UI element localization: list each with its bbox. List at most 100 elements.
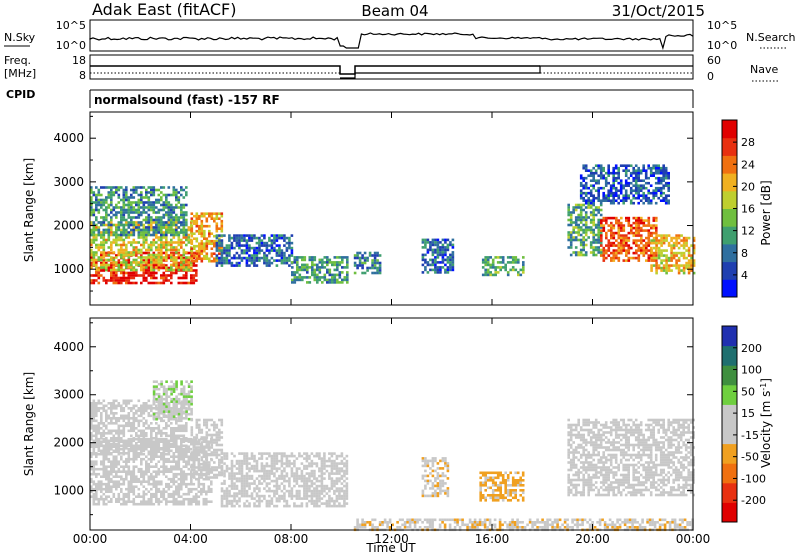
heatmap-cell bbox=[162, 203, 166, 207]
heatmap-cell bbox=[451, 246, 455, 249]
heatmap-cell bbox=[140, 407, 143, 410]
heatmap-cell bbox=[594, 246, 598, 249]
heatmap-cell bbox=[657, 166, 660, 170]
heatmap-cell bbox=[105, 208, 108, 212]
heatmap-cell bbox=[655, 224, 658, 227]
heatmap-cell bbox=[290, 251, 294, 255]
heatmap-cell bbox=[361, 271, 364, 275]
heatmap-cell bbox=[645, 229, 648, 232]
heatmap-cell bbox=[147, 208, 151, 212]
heatmap-cell bbox=[180, 495, 183, 498]
heatmap-cell bbox=[137, 407, 141, 410]
heatmap-cell bbox=[200, 242, 204, 245]
heatmap-cell bbox=[303, 256, 307, 259]
heatmap-cell bbox=[218, 438, 221, 442]
heatmap-cell bbox=[517, 258, 520, 262]
heatmap-cell bbox=[306, 268, 309, 272]
heatmap-cell bbox=[155, 221, 158, 224]
heatmap-cell bbox=[127, 490, 131, 493]
heatmap-cell bbox=[140, 442, 143, 445]
heatmap-cell bbox=[193, 436, 196, 439]
heatmap-cell bbox=[147, 248, 151, 252]
heatmap-cell bbox=[97, 500, 101, 503]
heatmap-cell bbox=[180, 228, 183, 232]
heatmap-cell bbox=[170, 281, 173, 285]
heatmap-cell bbox=[155, 246, 158, 249]
heatmap-cell bbox=[617, 226, 621, 230]
heatmap-cell bbox=[346, 271, 349, 274]
heatmap-cell bbox=[132, 439, 136, 443]
heatmap-cell bbox=[193, 476, 196, 479]
heatmap-cell bbox=[120, 243, 123, 247]
heatmap-cell bbox=[180, 449, 183, 453]
heatmap-cell bbox=[167, 256, 171, 260]
heatmap-cell bbox=[610, 241, 613, 245]
heatmap-cell bbox=[657, 249, 661, 252]
heatmap-cell bbox=[112, 274, 116, 277]
heatmap-cell bbox=[102, 422, 106, 425]
heatmap-cell bbox=[680, 239, 683, 242]
heatmap-cell bbox=[100, 206, 103, 209]
heatmap-cell bbox=[142, 203, 146, 207]
heatmap-cell bbox=[95, 409, 98, 413]
heatmap-cell bbox=[100, 417, 103, 420]
heatmap-cell bbox=[115, 470, 118, 473]
heatmap-cell bbox=[200, 476, 204, 479]
heatmap-cell bbox=[125, 462, 128, 466]
heatmap-cell bbox=[662, 196, 665, 200]
heatmap-cell bbox=[112, 434, 116, 438]
heatmap-cell bbox=[650, 226, 653, 230]
heatmap-cell bbox=[328, 261, 332, 264]
heatmap-cell bbox=[142, 417, 146, 420]
heatmap-cell bbox=[147, 206, 151, 209]
heatmap-cell bbox=[165, 266, 168, 269]
heatmap-cell bbox=[165, 437, 168, 441]
heatmap-cell bbox=[120, 424, 123, 428]
heatmap-cell bbox=[190, 410, 193, 413]
heatmap-cell bbox=[177, 490, 181, 493]
heatmap-cell bbox=[182, 213, 186, 217]
heatmap-cell bbox=[172, 241, 176, 244]
heatmap-cell bbox=[95, 452, 98, 455]
heatmap-cell bbox=[600, 234, 603, 237]
heatmap-cell bbox=[592, 246, 595, 249]
heatmap-cell bbox=[660, 249, 663, 252]
heatmap-cell bbox=[604, 199, 608, 202]
heatmap-cell bbox=[579, 189, 583, 192]
heatmap-cell bbox=[95, 407, 98, 410]
heatmap-cell bbox=[155, 231, 158, 234]
heatmap-cell bbox=[122, 465, 126, 468]
heatmap-cell bbox=[117, 419, 121, 423]
heatmap-cell bbox=[210, 480, 213, 483]
heatmap-cell bbox=[687, 236, 691, 240]
heatmap-cell bbox=[577, 251, 580, 254]
heatmap-cell bbox=[162, 221, 166, 224]
heatmap-cell bbox=[645, 246, 648, 250]
heatmap-cell bbox=[506, 273, 510, 277]
heatmap-cell bbox=[622, 186, 625, 190]
heatmap-cell bbox=[654, 176, 658, 180]
heatmap-cell bbox=[424, 258, 427, 262]
heatmap-cell bbox=[175, 258, 178, 262]
heatmap-cell bbox=[182, 392, 186, 396]
heatmap-cell bbox=[238, 239, 241, 242]
heatmap-cell bbox=[517, 261, 520, 264]
heatmap-cell bbox=[165, 490, 168, 493]
heatmap-cell bbox=[614, 189, 618, 192]
heatmap-cell bbox=[145, 462, 148, 466]
heatmap-cell bbox=[182, 266, 186, 269]
heatmap-cell bbox=[574, 246, 578, 249]
heatmap-cell bbox=[486, 273, 490, 277]
heatmap-cell bbox=[167, 447, 171, 450]
heatmap-cell bbox=[172, 500, 176, 503]
heatmap-cell bbox=[205, 254, 209, 258]
heatmap-cell bbox=[197, 480, 201, 483]
heatmap-cell bbox=[120, 490, 123, 493]
heatmap-cell bbox=[152, 449, 156, 453]
heatmap-cell bbox=[569, 246, 573, 249]
heatmap-cell bbox=[147, 407, 151, 410]
heatmap-cell bbox=[223, 249, 226, 252]
heatmap-cell bbox=[612, 234, 616, 237]
heatmap-cell bbox=[135, 455, 138, 458]
heatmap-cell bbox=[198, 426, 201, 429]
